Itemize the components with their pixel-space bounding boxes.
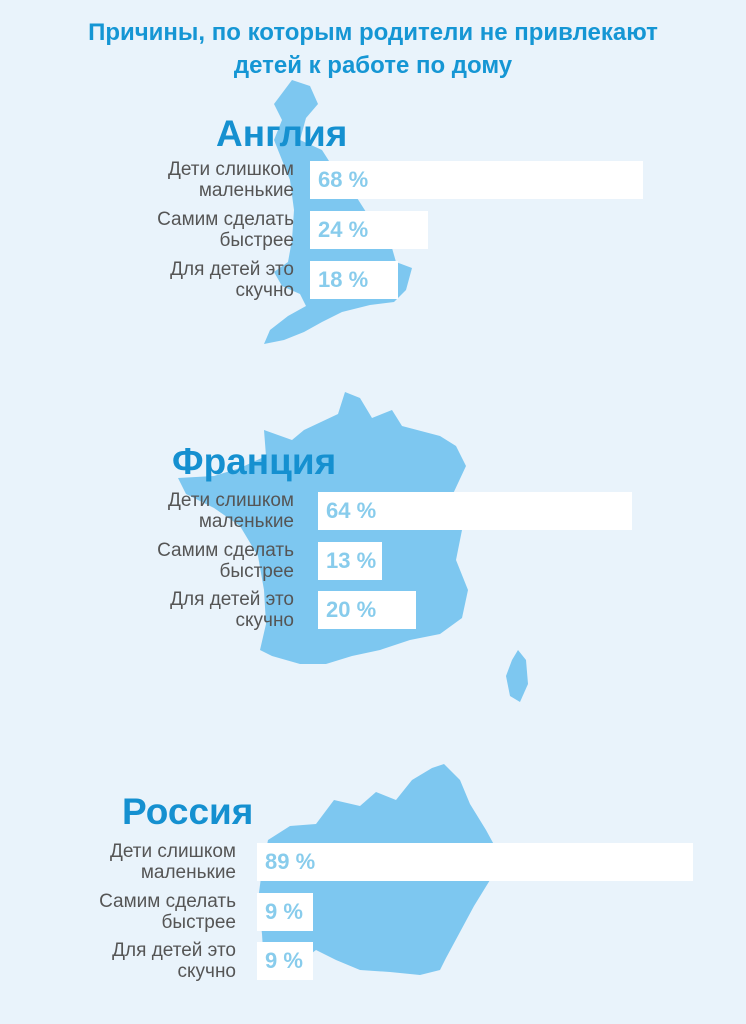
page-title: Причины, по которым родители не привлека… <box>0 16 746 82</box>
russia-map-shape <box>258 764 498 975</box>
title-line-1: Причины, по которым родители не привлека… <box>88 19 658 46</box>
title-line-2: детей к работе по дому <box>233 52 513 79</box>
corsica-map-shape <box>506 650 528 702</box>
england-map-shape <box>264 80 412 344</box>
france-map-shape <box>178 392 468 664</box>
